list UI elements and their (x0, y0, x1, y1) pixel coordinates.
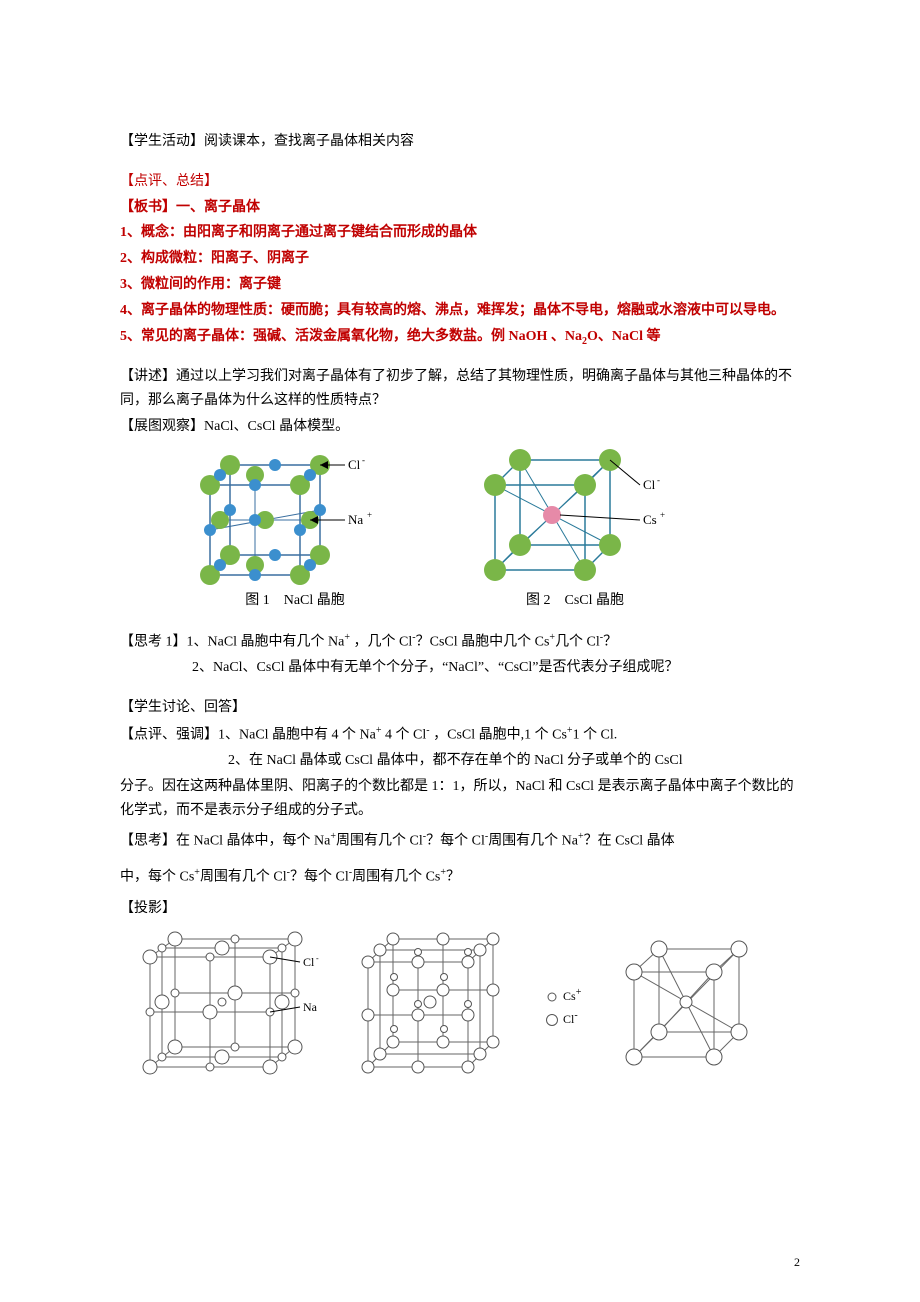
svg-text:+: + (367, 510, 372, 520)
text-line: 分子。因在这两种晶体里阴、阳离子的个数比都是 1：1，所以，NaCl 和 CsC… (120, 775, 800, 823)
text-line: 【展图观察】NaCl、CsCl 晶体模型。 (120, 415, 800, 439)
heading-comment: 【点评、总结】 (120, 170, 800, 194)
text-line: 【讲述】通过以上学习我们对离子晶体有了初步了解，总结了其物理性质，明确离子晶体与… (120, 365, 800, 413)
figure-cscl: Cl- Cs+ 图 2 CsCl 晶胞 (470, 445, 680, 613)
text-line: 【学生讨论、回答】 (120, 696, 800, 720)
legend: Cs+ Cl- (546, 984, 581, 1031)
board-heading: 【板书】一、离子晶体 (120, 196, 800, 220)
nacl-diagram: Cl- Na + (190, 445, 400, 585)
svg-text:Cl: Cl (303, 955, 315, 969)
text-line: 2、在 NaCl 晶体或 CsCl 晶体中，都不存在单个的 NaCl 分子或单个… (120, 749, 800, 773)
text-line: 【点评、强调】1、NaCl 晶胞中有 4 个 Na+ 4 个 Cl- ，CsCl… (120, 722, 800, 747)
document-page: 【学生活动】阅读课本，查找离子晶体相关内容 【点评、总结】 【板书】一、离子晶体… (0, 0, 920, 1302)
page-number: 2 (794, 1252, 800, 1272)
svg-text:Na: Na (348, 512, 363, 527)
figure-caption: 图 2 CsCl 晶胞 (470, 589, 680, 613)
cscl-lattice-diagram (348, 927, 518, 1087)
svg-text:Cl: Cl (643, 477, 656, 492)
text-line: 【学生活动】阅读课本，查找离子晶体相关内容 (120, 130, 800, 154)
text: O、NaCl 等 (587, 329, 661, 344)
text-line: 【思考 1】1、NaCl 晶胞中有几个 Na+ ，几个 Cl-？CsCl 晶胞中… (120, 629, 800, 654)
svg-text:-: - (657, 475, 660, 485)
figure-row: Cl- Na+ 图 1 NaCl 晶胞 (190, 445, 800, 613)
board-item: 4、离子晶体的物理性质：硬而脆；具有较高的熔、沸点，难挥发；晶体不导电，熔融或水… (120, 299, 800, 323)
figure-caption: 图 1 NaCl 晶胞 (190, 589, 400, 613)
svg-text:-: - (362, 455, 365, 465)
figure-row-2: Cl- Na+ (120, 927, 800, 1087)
text-line: 【投影】 (120, 897, 800, 921)
cscl-unit-diagram (609, 937, 759, 1077)
svg-text:+: + (660, 510, 665, 520)
svg-text:-: - (316, 954, 319, 963)
text: 5、常见的离子晶体：强碱、活泼金属氧化物，绝大多数盐。例 NaOH 、Na (120, 329, 582, 344)
board-item: 1、概念：由阳离子和阴离子通过离子键结合而形成的晶体 (120, 221, 800, 245)
svg-text:Na: Na (303, 1000, 318, 1014)
board-item: 3、微粒间的作用：离子键 (120, 273, 800, 297)
board-item: 5、常见的离子晶体：强碱、活泼金属氧化物，绝大多数盐。例 NaOH 、Na2O、… (120, 325, 800, 350)
text-line: 2、NaCl、CsCl 晶体中有无单个个分子，“NaCl”、“CsCl”是否代表… (120, 656, 800, 680)
cscl-diagram: Cl- Cs+ (470, 445, 680, 585)
figure-nacl: Cl- Na + 图 1 NaCl 晶胞 (190, 445, 400, 613)
board-item: 2、构成微粒：阳离子、阴离子 (120, 247, 800, 271)
nacl-coordination-diagram: Cl- Na+ (120, 927, 320, 1087)
text-line: 中，每个 Cs+周围有几个 Cl-？每个 Cl-周围有几个 Cs+？ (120, 864, 800, 889)
text-line: 【思考】在 NaCl 晶体中，每个 Na+周围有几个 Cl-？每个 Cl-周围有… (120, 828, 800, 853)
svg-text:Cs: Cs (643, 512, 657, 527)
svg-text:Cl: Cl (348, 457, 361, 472)
